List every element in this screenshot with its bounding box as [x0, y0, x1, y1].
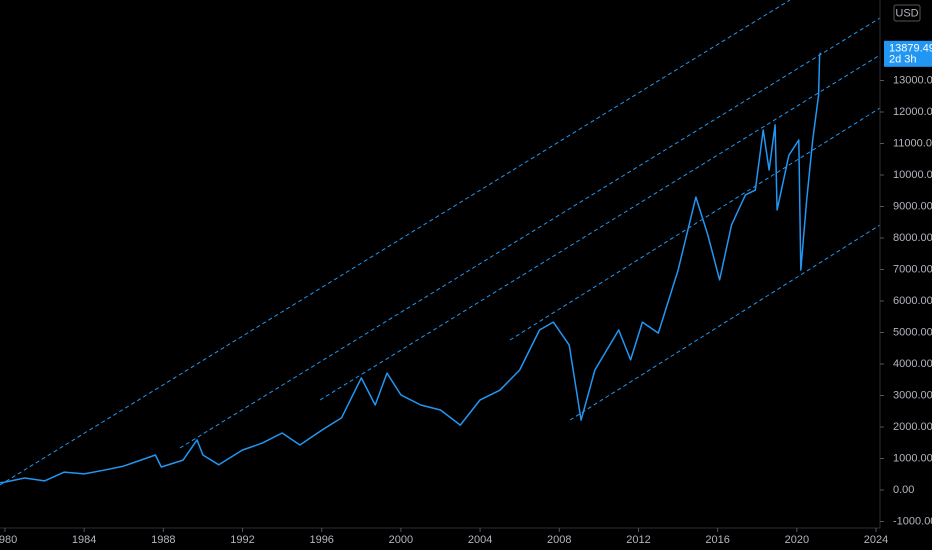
y-tick-label: 9000.00	[893, 200, 932, 212]
channel-line	[569, 224, 881, 421]
y-tick-label: 11000.00	[893, 137, 932, 149]
y-tick-label: 12000.00	[893, 106, 932, 118]
x-tick-label: 1992	[230, 534, 254, 546]
channel-line	[0, 0, 791, 486]
x-tick-label: 1996	[309, 534, 333, 546]
currency-badge[interactable]	[893, 4, 921, 22]
x-tick-label: 2008	[547, 534, 571, 546]
y-tick-label: 7000.00	[893, 263, 932, 275]
y-tick-label: 0.00	[893, 484, 914, 496]
y-tick-label: 8000.00	[893, 232, 932, 244]
x-tick-label: 2004	[468, 534, 492, 546]
y-tick-label: 3000.00	[893, 389, 932, 401]
currency-label: USD	[895, 7, 918, 19]
last-price-box	[884, 40, 932, 67]
x-tick-label: 1988	[151, 534, 175, 546]
channel-line	[179, 17, 881, 449]
y-tick-label: 4000.00	[893, 358, 932, 370]
y-tick-label: 2000.00	[893, 421, 932, 433]
last-price-label: 13879.49	[889, 43, 932, 55]
x-tick-label: 2012	[626, 534, 650, 546]
price-line	[0, 52, 822, 484]
x-tick-label: 1980	[0, 534, 17, 546]
x-tick-label: 2000	[389, 534, 413, 546]
y-tick-label: 5000.00	[893, 326, 932, 338]
x-tick-label: 1984	[72, 534, 96, 546]
y-tick-label: -1000.00	[893, 515, 932, 527]
x-tick-label: 2024	[864, 534, 888, 546]
y-tick-label: 10000.00	[893, 169, 932, 181]
countdown-label: 2d 3h	[889, 54, 917, 66]
y-tick-label: 13000.00	[893, 74, 932, 86]
channel-line	[319, 54, 881, 401]
y-tick-label: 6000.00	[893, 295, 932, 307]
channel-line	[509, 107, 881, 341]
x-tick-label: 2020	[785, 534, 809, 546]
y-tick-label: 1000.00	[893, 452, 932, 464]
x-tick-label: 2016	[705, 534, 729, 546]
channel-lines	[0, 0, 881, 486]
